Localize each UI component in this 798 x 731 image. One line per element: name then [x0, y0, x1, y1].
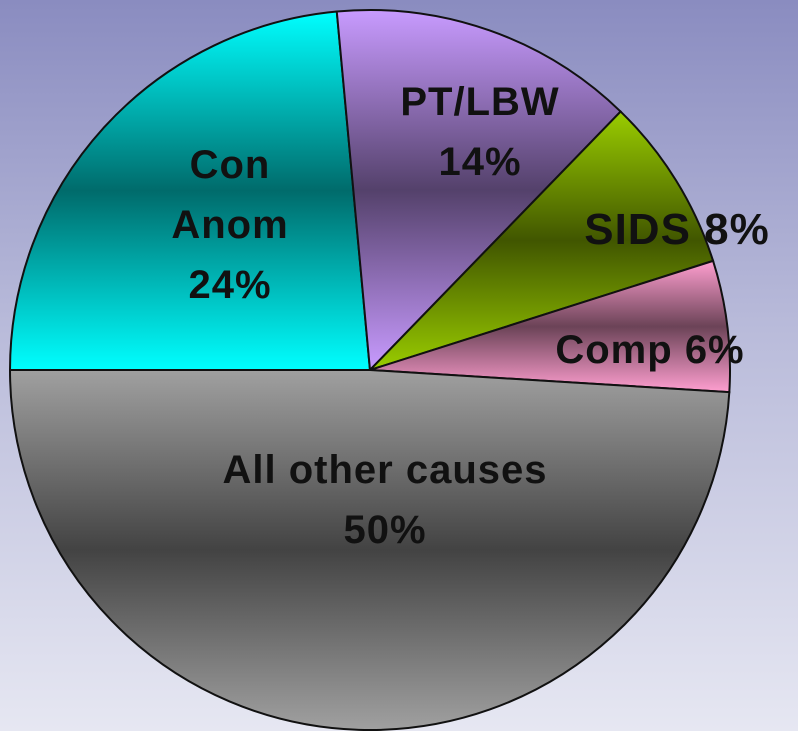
- value-label: 24%: [188, 263, 272, 307]
- value-label: 50%: [343, 508, 427, 552]
- value-label: 8%: [704, 205, 770, 254]
- category-label: All other causes: [222, 448, 548, 492]
- value-label: 6%: [684, 328, 745, 372]
- value-label: 14%: [438, 140, 522, 184]
- pie-slice: [369, 110, 715, 371]
- pie-slice: [335, 9, 623, 373]
- category-label: Comp: [555, 328, 673, 372]
- category-label: SIDS: [584, 205, 691, 254]
- slice-label: All other causes 50%: [150, 440, 620, 560]
- pie-slice: [8, 369, 731, 731]
- category-label: PT/LBW: [400, 80, 560, 124]
- pie-slice: [369, 259, 731, 394]
- slice-label: Comp 6%: [515, 320, 785, 380]
- slice-label: SIDS 8%: [552, 200, 798, 260]
- slice-label: PT/LBW 14%: [390, 72, 570, 192]
- category-label: Con Anom: [171, 143, 289, 247]
- pie-slice: [8, 10, 372, 371]
- slice-label: Con Anom 24%: [150, 135, 310, 315]
